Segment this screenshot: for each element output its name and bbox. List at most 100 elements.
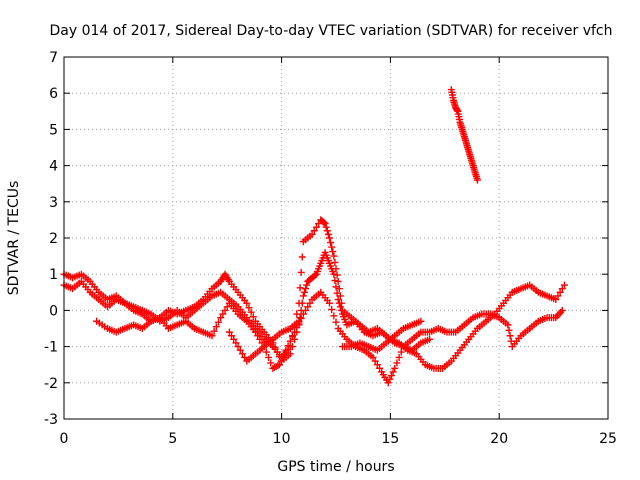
data-point: [332, 318, 340, 326]
data-point: [558, 306, 566, 314]
data-point: [225, 328, 233, 336]
data-point: [228, 332, 236, 340]
series-track-e: [339, 317, 425, 354]
data-point: [296, 314, 304, 322]
data-point: [328, 243, 336, 251]
data-point: [323, 227, 331, 235]
data-point: [299, 310, 307, 318]
data-point: [473, 176, 481, 184]
y-tick-label: 5: [49, 122, 58, 138]
data-point: [426, 335, 434, 343]
data-point: [417, 317, 425, 325]
data-point: [325, 299, 333, 307]
data-point: [300, 288, 308, 296]
data-point: [306, 299, 314, 307]
data-point: [321, 220, 329, 228]
data-point: [277, 357, 285, 365]
data-point: [506, 332, 514, 340]
data-point: [376, 364, 384, 372]
data-point: [556, 288, 564, 296]
data-point: [288, 333, 296, 341]
data-point: [334, 277, 342, 285]
data-point: [397, 348, 405, 356]
data-point: [393, 359, 401, 367]
data-point: [284, 342, 292, 350]
data-point: [386, 375, 394, 383]
data-point: [558, 285, 566, 293]
data-point: [330, 312, 338, 320]
data-point: [234, 343, 242, 351]
series-track-c: [93, 288, 566, 387]
y-tick-label: 4: [49, 159, 58, 175]
data-point: [334, 296, 342, 304]
data-point: [302, 306, 310, 314]
x-axis-label: GPS time / hours: [277, 459, 394, 475]
data-point: [254, 332, 262, 340]
data-point: [296, 284, 304, 292]
data-point: [286, 337, 294, 345]
y-tick-label: 6: [49, 86, 58, 102]
data-point: [241, 353, 249, 361]
data-point: [299, 292, 307, 300]
data-point: [256, 335, 264, 343]
data-point: [262, 348, 270, 356]
data-point: [322, 223, 330, 231]
data-points: [60, 86, 568, 387]
data-point: [391, 364, 399, 372]
data-point: [387, 372, 395, 380]
data-point: [238, 350, 246, 358]
data-point: [308, 230, 316, 238]
data-point: [279, 353, 287, 361]
data-point: [214, 318, 222, 326]
data-point: [333, 271, 341, 279]
data-point: [310, 227, 318, 235]
data-point: [243, 299, 251, 307]
data-point: [298, 253, 306, 261]
data-point: [223, 303, 231, 311]
data-point: [330, 252, 338, 260]
data-point: [247, 308, 255, 316]
data-point: [295, 299, 303, 307]
data-point: [275, 361, 283, 369]
data-point: [221, 306, 229, 314]
data-point: [249, 313, 257, 321]
data-point: [293, 310, 301, 318]
series-track-d: [225, 317, 303, 365]
plot-frame: [63, 56, 609, 420]
y-tick-label: 2: [49, 231, 58, 247]
data-point: [554, 292, 562, 300]
data-point: [324, 230, 332, 238]
data-point: [286, 350, 294, 358]
data-point: [265, 353, 273, 361]
x-tick-label: 0: [60, 431, 69, 447]
y-tick-label: 7: [49, 50, 58, 66]
data-point: [560, 281, 568, 289]
data-point: [504, 321, 512, 329]
data-point: [336, 303, 344, 311]
data-point: [232, 339, 240, 347]
data-point: [325, 234, 333, 242]
data-point: [303, 281, 311, 289]
x-tick-label: 25: [599, 431, 617, 447]
x-tick-label: 20: [490, 431, 508, 447]
grid-lines: [64, 57, 608, 419]
data-point: [302, 285, 310, 293]
data-point: [327, 239, 335, 247]
data-point: [304, 303, 312, 311]
y-tick-label: -3: [44, 412, 58, 428]
data-point: [297, 268, 305, 276]
data-point: [267, 359, 275, 367]
y-tick-label: 1: [49, 267, 58, 283]
tick-labels: 0 5 10 15 20 25 -3 -2 -1 0 1 2 3 4 5 6 7: [44, 50, 617, 447]
data-point: [210, 327, 218, 335]
series-track-a: [60, 248, 568, 372]
chart-title: Day 014 of 2017, Sidereal Day-to-day VTE…: [49, 23, 612, 39]
x-tick-label: 15: [381, 431, 399, 447]
data-point: [336, 292, 344, 300]
data-point: [236, 346, 244, 354]
data-point: [505, 326, 513, 334]
data-point: [312, 223, 320, 231]
data-point: [330, 270, 338, 278]
y-tick-label: 0: [49, 303, 58, 319]
